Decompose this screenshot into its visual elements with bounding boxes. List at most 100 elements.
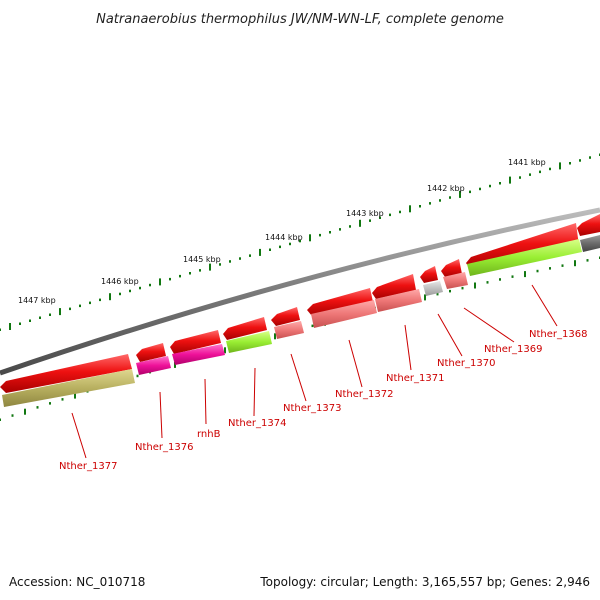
ruler-minor-tick bbox=[579, 159, 581, 162]
gene-dark-reverse[interactable] bbox=[580, 235, 600, 252]
label-nther-1369[interactable]: Nther_1369 bbox=[484, 344, 542, 355]
ruler-minor-tick bbox=[399, 210, 401, 214]
ruler-major-tick bbox=[209, 263, 211, 271]
ruler-major-tick bbox=[259, 248, 261, 256]
ruler-minor-tick bbox=[169, 277, 171, 281]
ruler-minor-tick bbox=[289, 242, 291, 246]
gene-forward-1[interactable] bbox=[0, 354, 132, 393]
ruler-minor-tick bbox=[139, 286, 141, 290]
gene-forward-4[interactable] bbox=[223, 317, 267, 340]
reverse-strand-genes bbox=[2, 235, 600, 407]
accession-text: Accession: NC_010718 bbox=[9, 575, 145, 589]
ruler-label-1446: 1446 kbp bbox=[101, 277, 139, 286]
ruler-minor-tick bbox=[589, 156, 591, 159]
ruler-minor-tick bbox=[79, 304, 81, 308]
inner-major-tick bbox=[574, 260, 576, 267]
inner-minor-tick bbox=[586, 259, 589, 262]
ruler-label-1443: 1443 kbp bbox=[346, 209, 384, 218]
inner-minor-tick bbox=[311, 324, 314, 328]
ruler-minor-tick bbox=[479, 187, 481, 191]
ruler-major-tick bbox=[559, 162, 561, 170]
gene-1371[interactable] bbox=[375, 289, 422, 312]
gene-1370[interactable] bbox=[423, 281, 443, 296]
ruler-label-1444: 1444 kbp bbox=[265, 233, 303, 242]
inner-major-tick bbox=[224, 347, 226, 354]
gene-1372[interactable] bbox=[311, 300, 377, 328]
inner-minor-tick bbox=[461, 286, 464, 290]
gene-forward-11[interactable] bbox=[577, 214, 600, 236]
gene-forward-10[interactable] bbox=[466, 223, 579, 269]
gene-forward-5[interactable] bbox=[271, 307, 300, 326]
gene-labels: Nther_1368 Nther_1369 Nther_1370 Nther_1… bbox=[59, 329, 587, 472]
inner-minor-tick bbox=[11, 414, 14, 417]
gene-forward-9[interactable] bbox=[441, 259, 462, 277]
inner-major-tick bbox=[474, 282, 476, 289]
ruler-major-tick bbox=[309, 234, 311, 242]
gene-1376[interactable] bbox=[136, 356, 171, 375]
ruler-minor-tick bbox=[519, 176, 521, 179]
ruler-minor-tick bbox=[69, 307, 71, 311]
label-rnhB[interactable]: rnhB bbox=[197, 429, 221, 440]
inner-minor-tick bbox=[0, 418, 1, 421]
gene-1369[interactable] bbox=[443, 272, 468, 289]
gene-1368-reverse[interactable] bbox=[467, 239, 582, 276]
ruler-minor-tick bbox=[29, 319, 31, 322]
ruler-labels: 1441 kbp 1442 kbp 1443 kbp 1444 kbp 1445… bbox=[18, 158, 546, 305]
ruler-major-tick bbox=[59, 308, 61, 316]
gene-rnhB[interactable] bbox=[172, 344, 225, 365]
ruler-minor-tick bbox=[269, 248, 271, 251]
ruler-major-tick bbox=[359, 219, 361, 227]
ruler-minor-tick bbox=[349, 225, 351, 228]
ruler-minor-tick bbox=[569, 162, 571, 165]
ruler-label-1442: 1442 kbp bbox=[427, 184, 465, 193]
gene-1373[interactable] bbox=[274, 321, 304, 339]
label-nther-1374[interactable]: Nther_1374 bbox=[228, 418, 286, 429]
ruler-minor-tick bbox=[119, 292, 121, 296]
inner-major-tick bbox=[74, 392, 76, 399]
gene-leader-lines bbox=[71, 284, 558, 459]
ruler-minor-tick bbox=[199, 269, 201, 272]
ruler-minor-tick bbox=[469, 190, 471, 194]
ruler-minor-tick bbox=[429, 202, 431, 205]
inner-minor-tick bbox=[549, 267, 551, 270]
inner-major-tick bbox=[24, 408, 26, 415]
gene-forward-3[interactable] bbox=[170, 330, 221, 354]
ruler-minor-tick bbox=[39, 316, 41, 319]
ruler-minor-tick bbox=[379, 216, 381, 219]
ruler-minor-tick bbox=[89, 301, 91, 305]
ruler-minor-tick bbox=[129, 289, 131, 293]
gene-forward-2[interactable] bbox=[136, 343, 166, 362]
gene-1377[interactable] bbox=[2, 369, 135, 407]
gene-forward-7[interactable] bbox=[372, 274, 416, 299]
ruler-minor-tick bbox=[229, 260, 231, 263]
ruler-minor-tick bbox=[339, 228, 341, 231]
ruler-minor-tick bbox=[369, 219, 371, 222]
label-nther-1372[interactable]: Nther_1372 bbox=[335, 389, 393, 400]
ruler-minor-tick bbox=[549, 167, 551, 171]
ruler-minor-tick bbox=[329, 231, 331, 234]
ruler-major-tick bbox=[9, 323, 11, 330]
inner-minor-tick bbox=[61, 398, 64, 401]
gene-forward-6[interactable] bbox=[307, 288, 373, 316]
label-nther-1370[interactable]: Nther_1370 bbox=[437, 358, 495, 369]
ruler-minor-tick bbox=[19, 322, 21, 325]
inner-minor-tick bbox=[511, 275, 514, 278]
ruler-minor-tick bbox=[49, 313, 51, 316]
ruler-major-tick bbox=[109, 293, 111, 301]
label-nther-1376[interactable]: Nther_1376 bbox=[135, 442, 193, 453]
label-nther-1368[interactable]: Nther_1368 bbox=[529, 329, 587, 340]
inner-minor-tick bbox=[36, 406, 39, 409]
gene-1374[interactable] bbox=[226, 331, 272, 353]
ruler-minor-tick bbox=[489, 184, 491, 188]
genome-backbone bbox=[0, 207, 600, 376]
label-nther-1371[interactable]: Nther_1371 bbox=[386, 373, 444, 384]
label-nther-1377[interactable]: Nther_1377 bbox=[59, 461, 117, 472]
ruler-minor-tick bbox=[239, 257, 241, 260]
gene-forward-8[interactable] bbox=[420, 266, 438, 283]
ruler-minor-tick bbox=[0, 328, 1, 331]
inner-minor-tick bbox=[561, 264, 564, 267]
ruler-label-1441: 1441 kbp bbox=[508, 158, 546, 167]
label-nther-1373[interactable]: Nther_1373 bbox=[283, 403, 341, 414]
ruler-minor-tick bbox=[319, 233, 321, 237]
